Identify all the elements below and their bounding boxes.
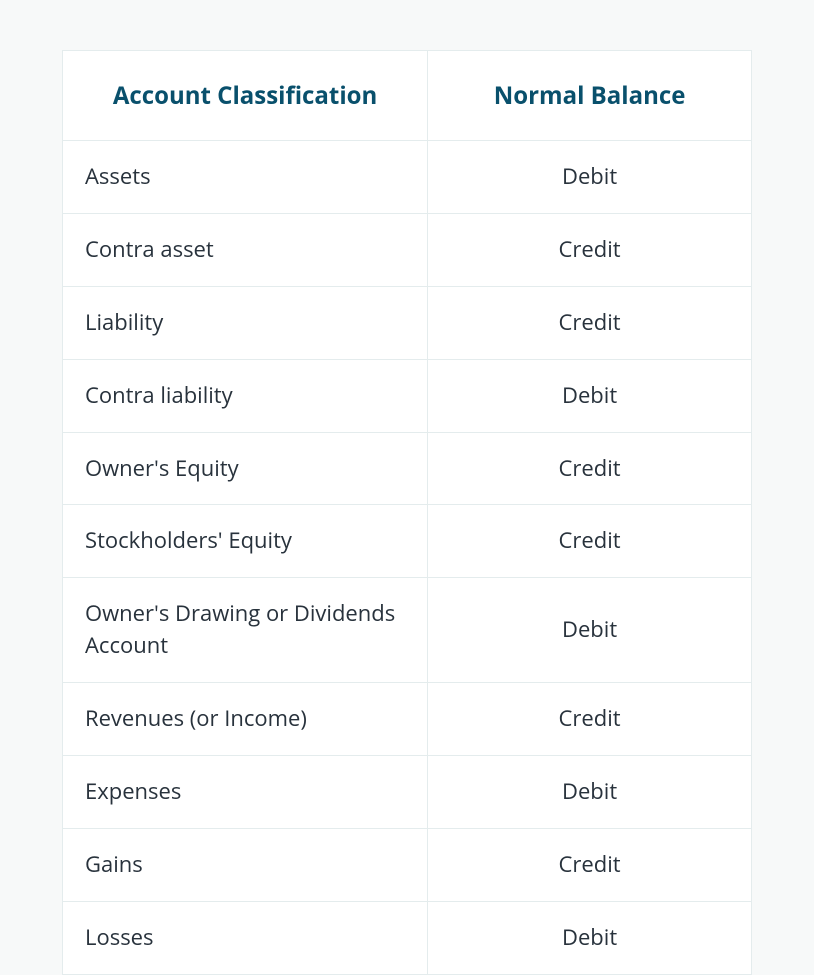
cell-balance: Debit [428,141,752,214]
cell-classification: Contra asset [63,213,428,286]
table-row: Contra asset Credit [63,213,752,286]
cell-balance: Credit [428,286,752,359]
table-row: Owner's Drawing or Dividends Account Deb… [63,578,752,683]
table-row: Revenues (or Income) Credit [63,683,752,756]
table-row: Liability Credit [63,286,752,359]
col-header-classification: Account Classification [63,51,428,141]
cell-balance: Credit [428,432,752,505]
col-header-balance: Normal Balance [428,51,752,141]
cell-balance: Debit [428,359,752,432]
cell-classification: Liability [63,286,428,359]
cell-balance: Credit [428,828,752,901]
cell-classification: Stockholders' Equity [63,505,428,578]
table-row: Assets Debit [63,141,752,214]
cell-balance: Credit [428,505,752,578]
table-header-row: Account Classification Normal Balance [63,51,752,141]
cell-classification: Owner's Drawing or Dividends Account [63,578,428,683]
table-row: Gains Credit [63,828,752,901]
table-row: Owner's Equity Credit [63,432,752,505]
cell-balance: Credit [428,683,752,756]
table-row: Stockholders' Equity Credit [63,505,752,578]
cell-balance: Debit [428,578,752,683]
cell-balance: Debit [428,756,752,829]
table-row: Expenses Debit [63,756,752,829]
cell-classification: Expenses [63,756,428,829]
cell-balance: Credit [428,213,752,286]
table-row: Losses Debit [63,901,752,974]
cell-classification: Revenues (or Income) [63,683,428,756]
account-balance-table: Account Classification Normal Balance As… [62,50,752,975]
cell-classification: Assets [63,141,428,214]
cell-classification: Owner's Equity [63,432,428,505]
cell-balance: Debit [428,901,752,974]
cell-classification: Losses [63,901,428,974]
cell-classification: Gains [63,828,428,901]
table-row: Contra liability Debit [63,359,752,432]
cell-classification: Contra liability [63,359,428,432]
